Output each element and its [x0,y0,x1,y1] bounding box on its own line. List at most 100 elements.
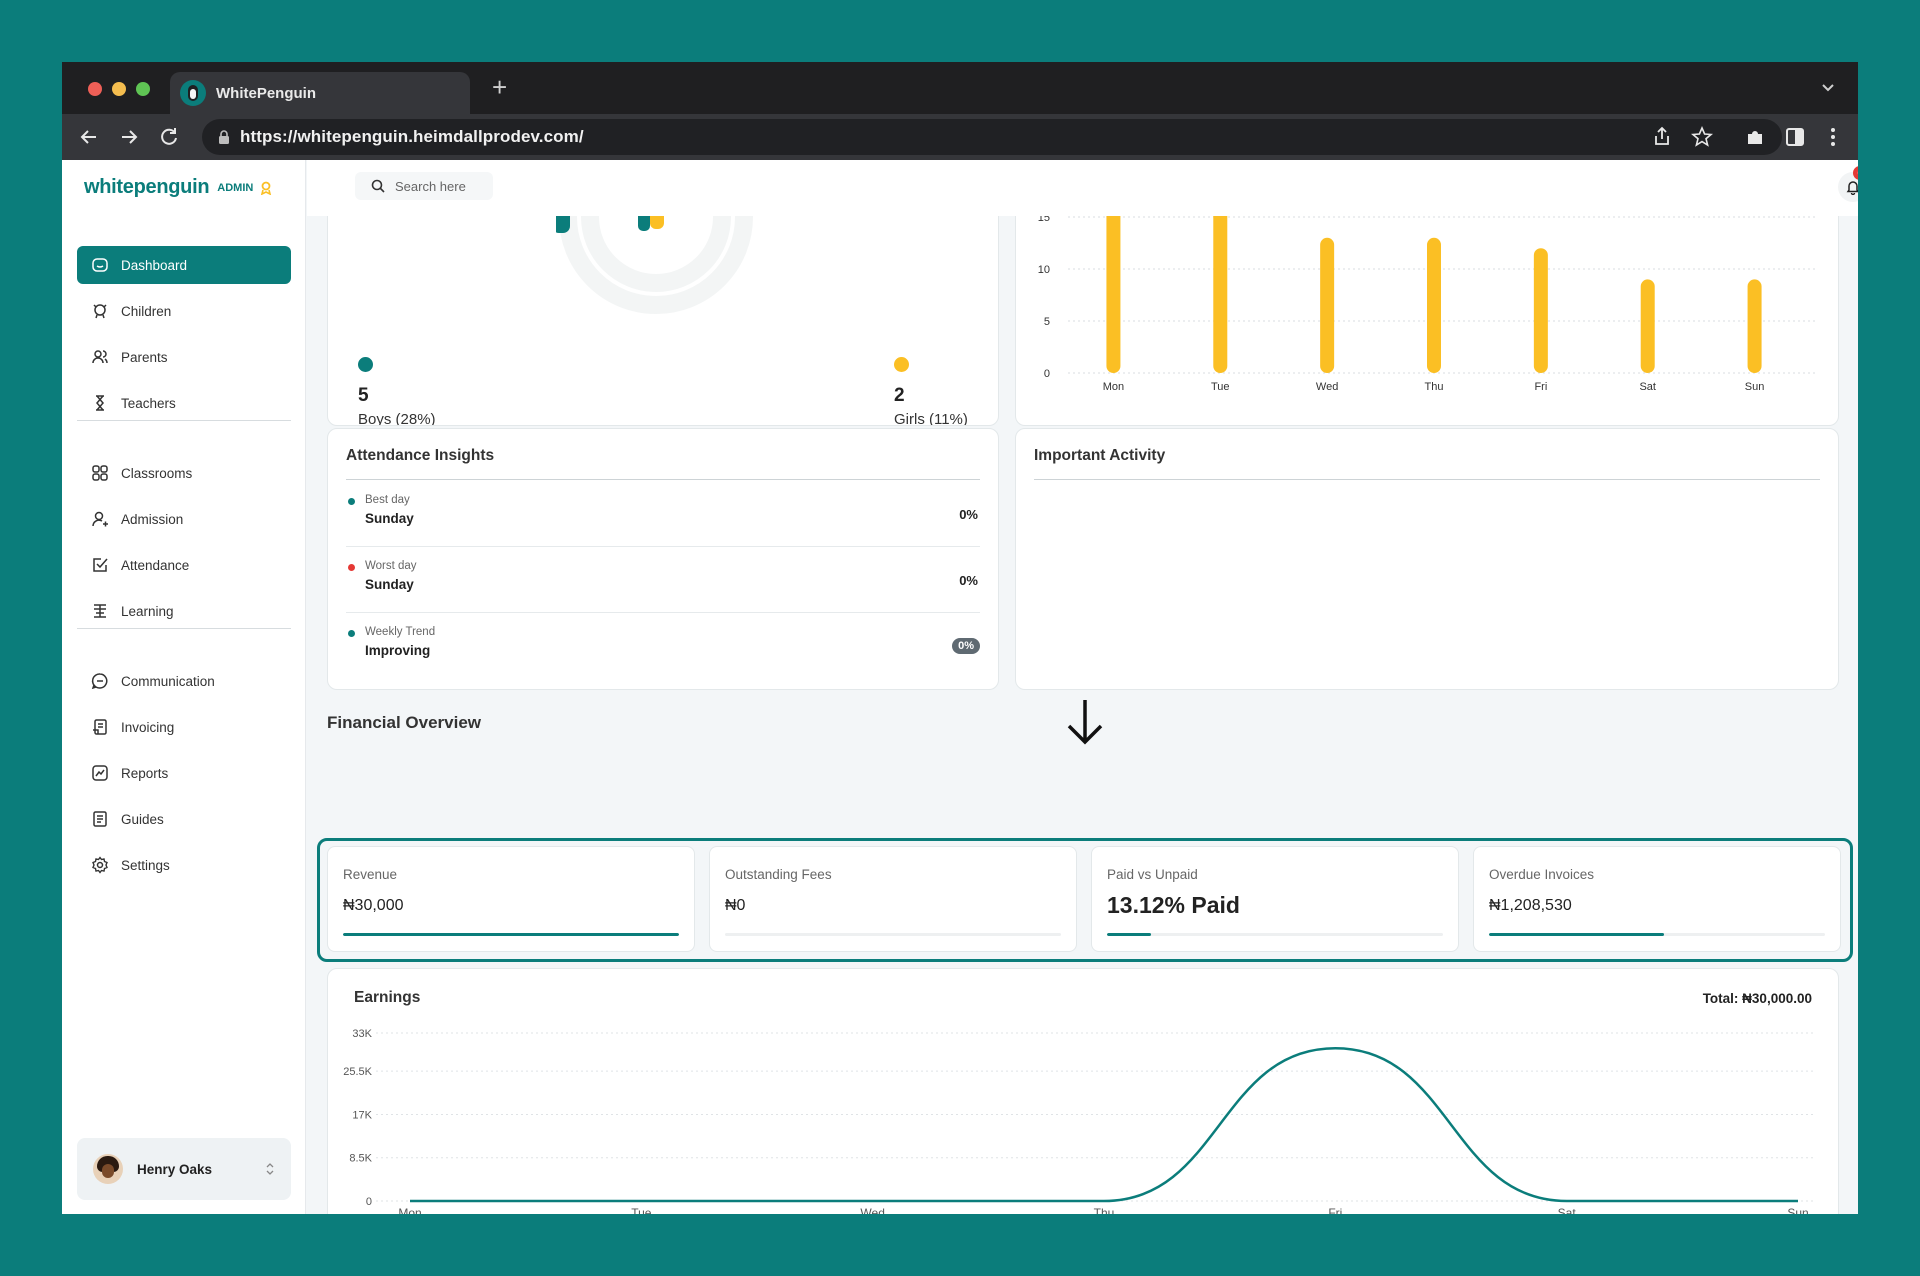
browser-tab[interactable]: WhitePenguin [170,72,470,114]
row-day: Sunday [365,511,414,526]
bar-fri[interactable] [1533,248,1548,373]
weekly-bar-chart: 0 5 10 15 Mon Tue Wed Thu Fri Sat Sun [1038,216,1816,393]
sidebar-divider [77,628,291,629]
logo[interactable]: whitepenguin ADMIN [84,176,273,199]
y-tick-label: 10 [1038,264,1050,276]
revenue-card[interactable]: Revenue ₦30,000 [327,846,695,952]
y-tick-label: 0 [1044,368,1050,380]
girls-arc-end [650,216,664,229]
reload-icon[interactable] [156,124,182,150]
bar-tue[interactable] [1213,216,1228,373]
bookmark-star-icon[interactable] [1689,124,1715,150]
browser-menu-icon[interactable] [1820,124,1846,150]
x-tick-label: Wed [1316,381,1338,393]
revenue-value: ₦30,000 [343,897,404,914]
maximize-window-button[interactable] [136,82,150,96]
y-tick-label: 33K [352,1028,372,1040]
sidebar-item-dashboard[interactable]: Dashboard [77,246,291,284]
bar-wed[interactable] [1320,237,1335,373]
attendance-icon [91,556,109,574]
avatar [93,1154,123,1184]
y-tick-label: 17K [352,1109,372,1121]
outstanding-fees-value: ₦0 [725,897,746,914]
outstanding-fees-card[interactable]: Outstanding Fees ₦0 [709,846,1077,952]
bar-sun[interactable] [1747,279,1762,373]
weekly-attendance-bar-card: 0 5 10 15 Mon Tue Wed Thu Fri Sat Sun [1015,216,1839,426]
x-tick-label: Mon [1103,381,1124,393]
sidebar-item-label: Communication [121,673,215,689]
financial-cards-highlight [317,838,1853,962]
reports-icon [91,764,109,782]
important-activity-title: Important Activity [1034,447,1166,464]
extensions-icon[interactable] [1742,124,1768,150]
card-divider [346,479,980,480]
sidebar-item-learning[interactable]: Learning [77,592,291,630]
x-tick-label: Tue [631,1206,652,1214]
boys-count: 5 [358,385,369,406]
x-tick-label: Fri [1328,1206,1342,1214]
boys-arc-end [556,216,570,233]
gender-distribution-card: 5 Boys (28%) 2 Girls (11%) [327,216,999,426]
user-name: Henry Oaks [137,1161,213,1177]
sidebar-item-children[interactable]: Children [77,292,291,330]
close-window-button[interactable] [88,82,102,96]
sidebar-item-label: Attendance [121,557,190,573]
invoicing-icon [91,718,109,736]
sidebar-item-invoicing[interactable]: Invoicing [77,708,291,746]
important-activity-card: Important Activity [1015,428,1839,690]
bar-sat[interactable] [1640,279,1655,373]
earnings-series-line[interactable] [409,1047,1798,1203]
earnings-line-chart: 0 8.5K 17K 25.5K 33K Mon Tue Wed Thu Fri Sat Sun [343,1028,1816,1214]
attendance-insights-title: Attendance Insights [346,447,495,464]
share-icon[interactable] [1649,124,1675,150]
sidebar-item-parents[interactable]: Parents [77,338,291,376]
search-box[interactable] [355,172,493,200]
sidebar-item-guides[interactable]: Guides [77,800,291,838]
tab-title: WhitePenguin [216,84,316,102]
revenue-progress-fill [343,933,679,936]
sidebar-item-classrooms[interactable]: Classrooms [77,454,291,492]
url-field[interactable]: https://whitepenguin.heimdallprodev.com/ [202,119,1782,155]
admin-badge: ADMIN [217,181,254,194]
browser-window: WhitePenguin + https://whitepenguin.heim… [62,62,1858,1214]
y-tick-label: 0 [366,1196,372,1208]
children-icon [91,302,109,320]
search-input[interactable] [395,178,485,194]
gender-donut-chart [556,216,753,314]
favicon-icon [180,80,206,106]
down-arrow-icon [1067,700,1103,745]
girls-count: 2 [894,385,905,406]
new-tab-button[interactable]: + [492,72,508,102]
paid-vs-unpaid-progress-fill [1107,933,1152,936]
dashboard-icon [91,256,109,274]
sidebar-item-label: Settings [121,857,170,873]
tab-bar: WhitePenguin + [62,62,1858,114]
back-arrow-icon[interactable] [76,124,102,150]
paid-vs-unpaid-card[interactable]: Paid vs Unpaid 13.12% Paid [1091,846,1459,952]
sidebar-item-settings[interactable]: Settings [77,846,291,884]
forward-arrow-icon[interactable] [116,124,142,150]
sidebar-item-reports[interactable]: Reports [77,754,291,792]
bar-mon[interactable] [1106,216,1121,373]
sidebar-item-admission[interactable]: Admission [77,500,291,538]
bar-thu[interactable] [1427,237,1441,373]
overdue-invoices-card[interactable]: Overdue Invoices ₦1,208,530 [1473,846,1841,952]
minimize-window-button[interactable] [112,82,126,96]
row-label: Weekly Trend [365,626,436,638]
sidebar-item-label: Admission [121,511,184,527]
x-tick-label: Thu [1094,1206,1115,1214]
row-value: 0% [959,573,978,588]
sidebar-item-communication[interactable]: Communication [77,662,291,700]
attendance-insights-card: Attendance Insights Best day Sunday 0% W… [327,428,999,690]
tab-search-chevron-icon[interactable] [1820,80,1836,96]
bell-icon [1846,181,1858,195]
y-tick-label: 8.5K [349,1153,372,1165]
user-menu[interactable]: Henry Oaks [77,1138,291,1200]
sidebar-item-attendance[interactable]: Attendance [77,546,291,584]
attendance-row-weekly-trend: Weekly Trend Improving 0% [346,613,980,679]
donut-track-inner [581,216,731,292]
notifications-button[interactable] [1838,172,1858,202]
side-panel-icon[interactable] [1782,124,1808,150]
sidebar-item-teachers[interactable]: Teachers [77,384,291,422]
paid-vs-unpaid-progress [1107,933,1443,936]
